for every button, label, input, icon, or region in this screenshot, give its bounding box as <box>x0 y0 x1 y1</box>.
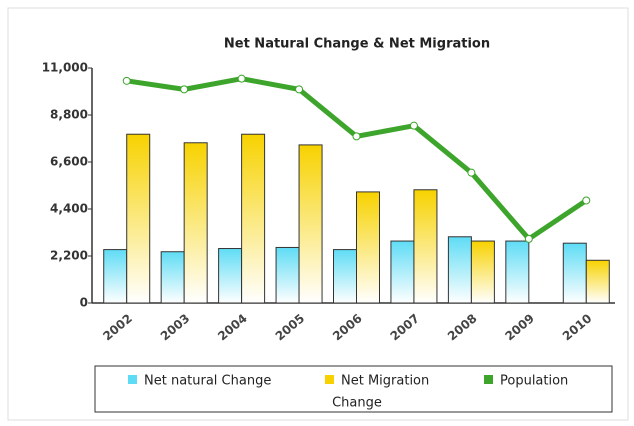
bar <box>183 142 208 304</box>
legend-label: Net Migration <box>341 374 429 389</box>
legend-swatch <box>484 375 493 384</box>
point <box>524 234 533 243</box>
chart-title: Net Natural Change & Net Migration <box>224 37 490 52</box>
bar <box>160 251 185 304</box>
point <box>237 74 246 83</box>
y-tick-label: 6,600 <box>50 155 88 169</box>
y-tick-label: 4,400 <box>50 202 88 216</box>
bar <box>218 248 243 304</box>
legend-title: Change <box>332 396 382 411</box>
bar <box>275 246 300 304</box>
y-tick-label: 11,000 <box>42 61 88 75</box>
bar <box>562 242 587 304</box>
bar <box>356 191 380 304</box>
bar <box>390 240 415 304</box>
y-tick-label: 2,200 <box>50 249 88 263</box>
legend-label: Net natural Change <box>144 374 271 389</box>
bar <box>447 236 472 304</box>
point <box>409 121 418 130</box>
legend-label: Population <box>500 374 568 389</box>
bar <box>298 144 323 304</box>
bar <box>505 240 530 304</box>
bar <box>241 133 266 304</box>
point <box>180 85 189 94</box>
point <box>295 85 304 94</box>
point <box>467 168 476 177</box>
point <box>582 196 591 205</box>
bar <box>470 240 495 304</box>
bar <box>333 249 357 304</box>
y-tick-label: 8,800 <box>50 108 88 122</box>
bar <box>585 259 610 304</box>
bar <box>103 249 128 304</box>
bar <box>126 133 151 304</box>
legend-swatch <box>128 375 137 384</box>
point <box>352 132 361 141</box>
legend-swatch <box>325 375 334 384</box>
point <box>122 76 131 85</box>
bar <box>413 189 438 304</box>
y-tick-label: 0 <box>80 296 88 310</box>
legend-box <box>94 365 613 413</box>
